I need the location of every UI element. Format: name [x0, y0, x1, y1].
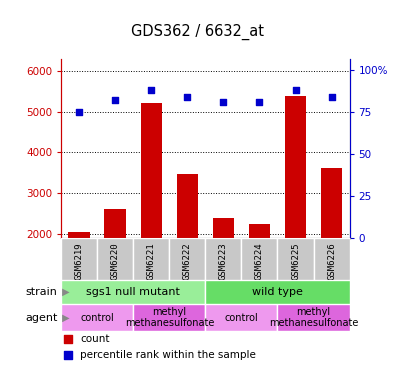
Text: percentile rank within the sample: percentile rank within the sample — [80, 351, 256, 361]
Text: GSM6223: GSM6223 — [219, 242, 228, 280]
Bar — [68, 232, 90, 315]
Bar — [314, 238, 350, 280]
Text: sgs1 null mutant: sgs1 null mutant — [87, 287, 180, 297]
Text: GSM6226: GSM6226 — [327, 242, 336, 280]
Text: methyl
methanesulfonate: methyl methanesulfonate — [125, 307, 214, 328]
Text: ▶: ▶ — [59, 287, 70, 297]
Bar — [285, 96, 306, 315]
Text: GSM6221: GSM6221 — [147, 242, 156, 280]
Bar — [205, 304, 277, 331]
Bar — [97, 238, 134, 280]
Bar — [134, 304, 205, 331]
Bar — [104, 209, 126, 315]
Point — [184, 94, 190, 100]
Point — [65, 352, 71, 358]
Text: strain: strain — [25, 287, 57, 297]
Point — [256, 99, 263, 105]
Bar — [249, 224, 270, 315]
Point — [328, 94, 335, 100]
Text: GSM6222: GSM6222 — [183, 242, 192, 280]
Text: count: count — [80, 334, 109, 344]
Bar — [277, 304, 350, 331]
Bar — [141, 103, 162, 315]
Point — [112, 97, 118, 103]
Bar — [321, 168, 342, 315]
Text: control: control — [81, 313, 114, 322]
Bar — [177, 173, 198, 315]
Text: control: control — [225, 313, 258, 322]
Bar — [213, 219, 234, 315]
Text: GDS362 / 6632_at: GDS362 / 6632_at — [131, 24, 264, 40]
Bar — [205, 238, 241, 280]
Bar — [61, 304, 134, 331]
Text: GSM6219: GSM6219 — [75, 242, 84, 280]
Text: methyl
methanesulfonate: methyl methanesulfonate — [269, 307, 358, 328]
Bar — [277, 238, 314, 280]
Point — [148, 87, 154, 93]
Bar — [61, 280, 205, 304]
Point — [65, 336, 71, 342]
Text: GSM6225: GSM6225 — [291, 242, 300, 280]
Bar — [61, 238, 97, 280]
Text: GSM6224: GSM6224 — [255, 242, 264, 280]
Point — [292, 87, 299, 93]
Bar — [205, 280, 350, 304]
Bar — [134, 238, 169, 280]
Text: ▶: ▶ — [59, 313, 70, 322]
Text: wild type: wild type — [252, 287, 303, 297]
Point — [76, 109, 83, 115]
Bar — [241, 238, 277, 280]
Text: GSM6220: GSM6220 — [111, 242, 120, 280]
Bar — [169, 238, 205, 280]
Text: agent: agent — [25, 313, 57, 322]
Point — [220, 99, 227, 105]
